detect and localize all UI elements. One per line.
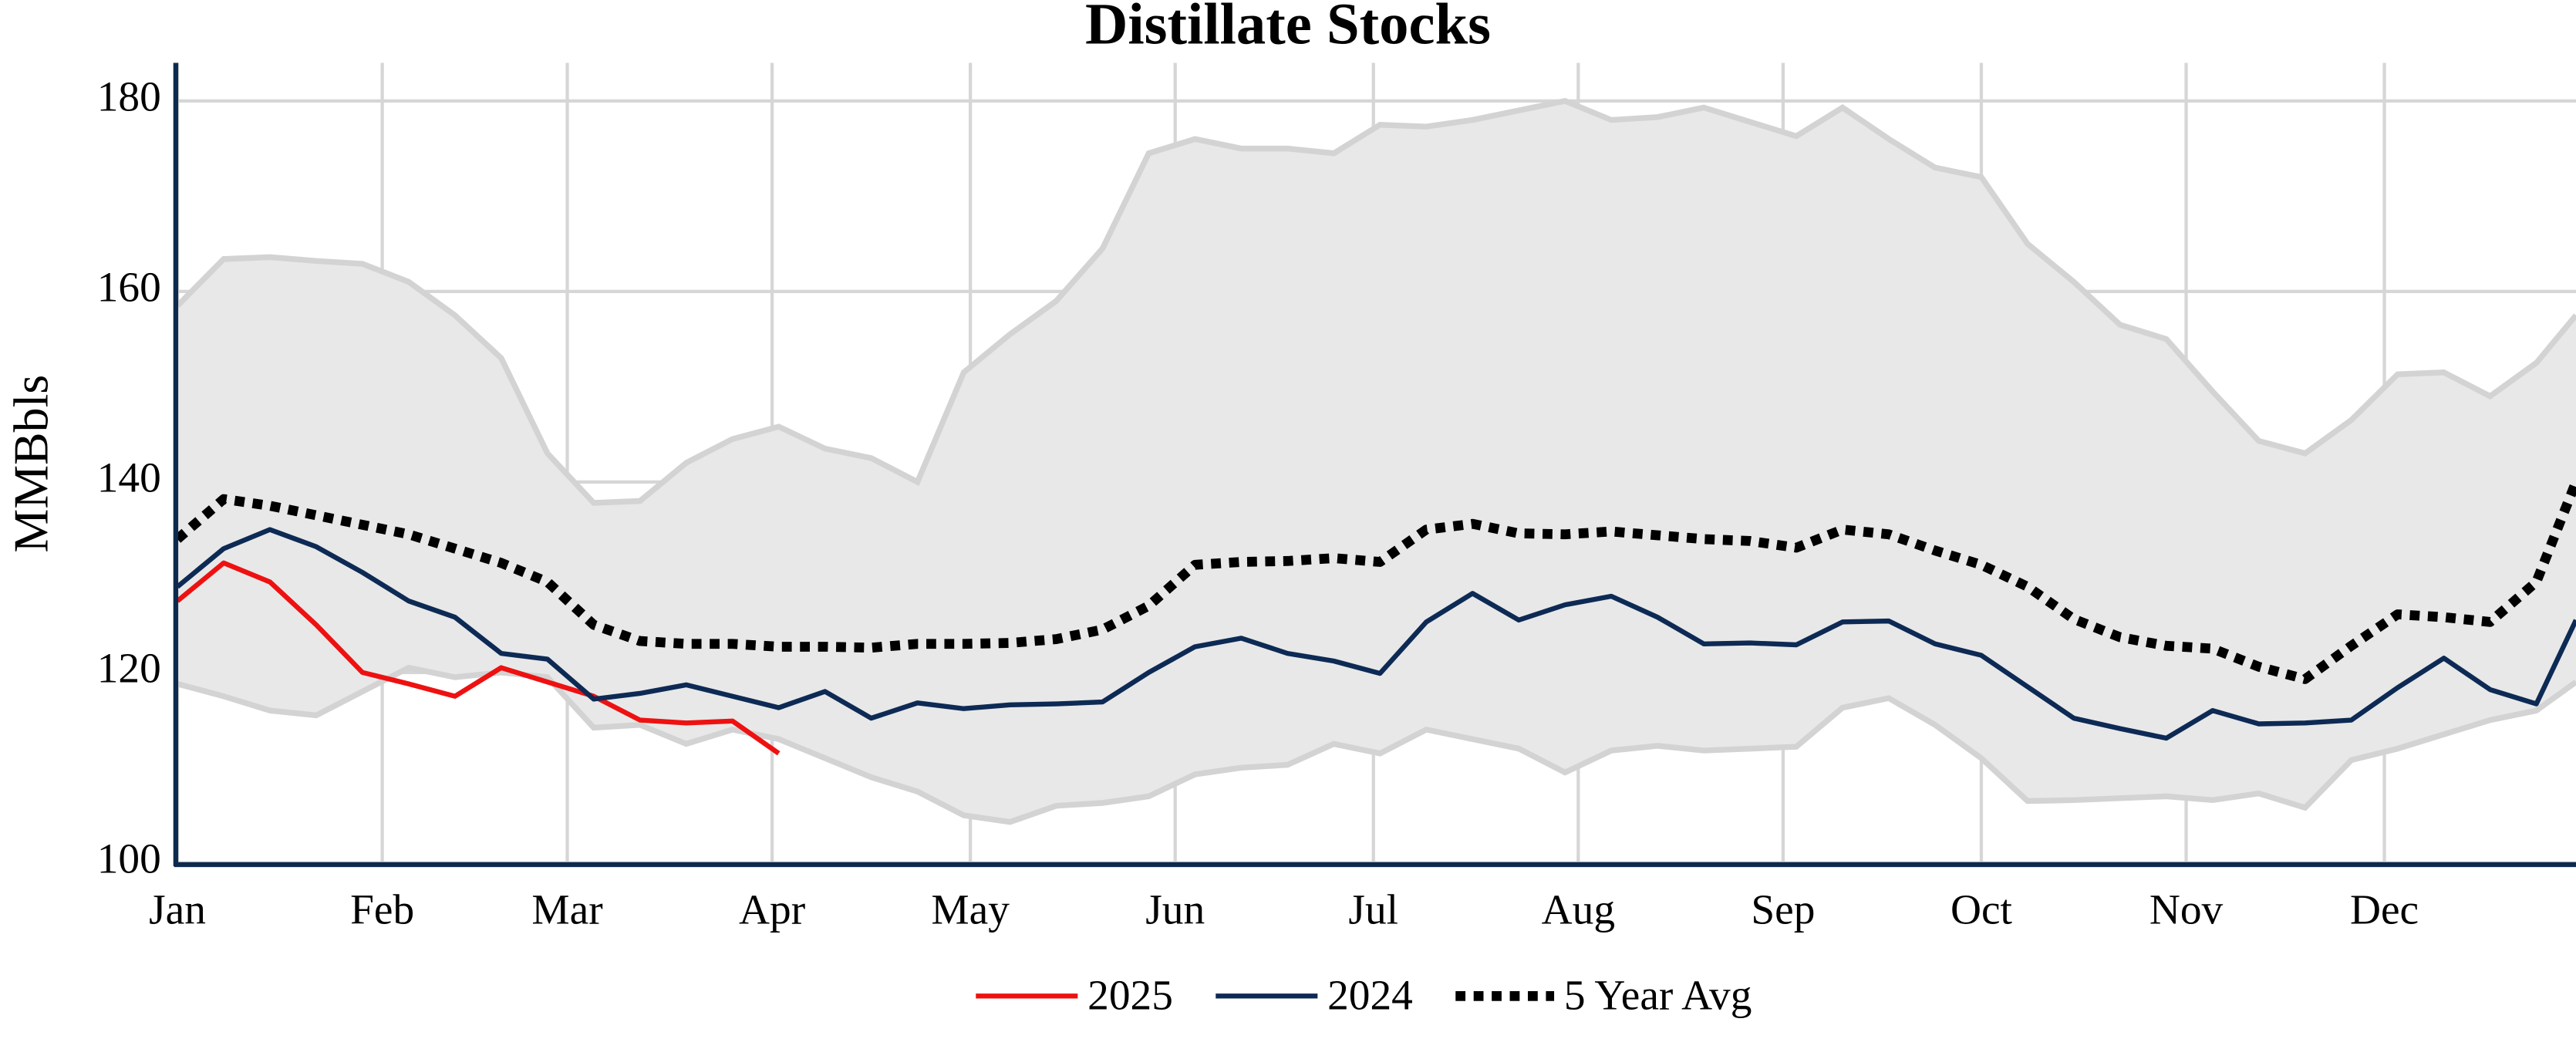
x-tick-label: May xyxy=(931,886,1010,933)
x-tick-label: Feb xyxy=(350,886,414,933)
x-tick-label: Dec xyxy=(2350,886,2419,933)
chart-title: Distillate Stocks xyxy=(1085,0,1491,56)
y-tick-label: 160 xyxy=(97,264,161,311)
range-edge xyxy=(177,664,2576,825)
x-tick-label: Jul xyxy=(1348,886,1398,933)
x-tick-label: Jun xyxy=(1145,886,1205,933)
series-line xyxy=(176,560,781,756)
x-tick-label: Aug xyxy=(1542,886,1615,933)
series-line xyxy=(175,480,2576,684)
y-tick-label: 140 xyxy=(97,454,161,501)
x-tick-label: Apr xyxy=(739,886,805,933)
range-edge xyxy=(175,97,2576,506)
y-axis-label: MMBbls xyxy=(4,375,59,553)
series-line xyxy=(176,527,2576,741)
range-area xyxy=(177,100,2576,822)
y-tick-label: 180 xyxy=(97,73,161,120)
x-tick-label: Sep xyxy=(1751,886,1815,933)
y-tick-label: 100 xyxy=(97,835,161,882)
x-tick-label: Oct xyxy=(1951,886,2013,933)
y-tick-label: 120 xyxy=(97,645,161,692)
x-tick-label: Jan xyxy=(149,886,206,933)
legend-label: 2024 xyxy=(1327,971,1413,1018)
legend-label: 2025 xyxy=(1087,971,1173,1018)
x-tick-label: Nov xyxy=(2149,886,2224,933)
legend-label: 5 Year Avg xyxy=(1564,971,1752,1018)
x-tick-label: Mar xyxy=(531,886,602,933)
